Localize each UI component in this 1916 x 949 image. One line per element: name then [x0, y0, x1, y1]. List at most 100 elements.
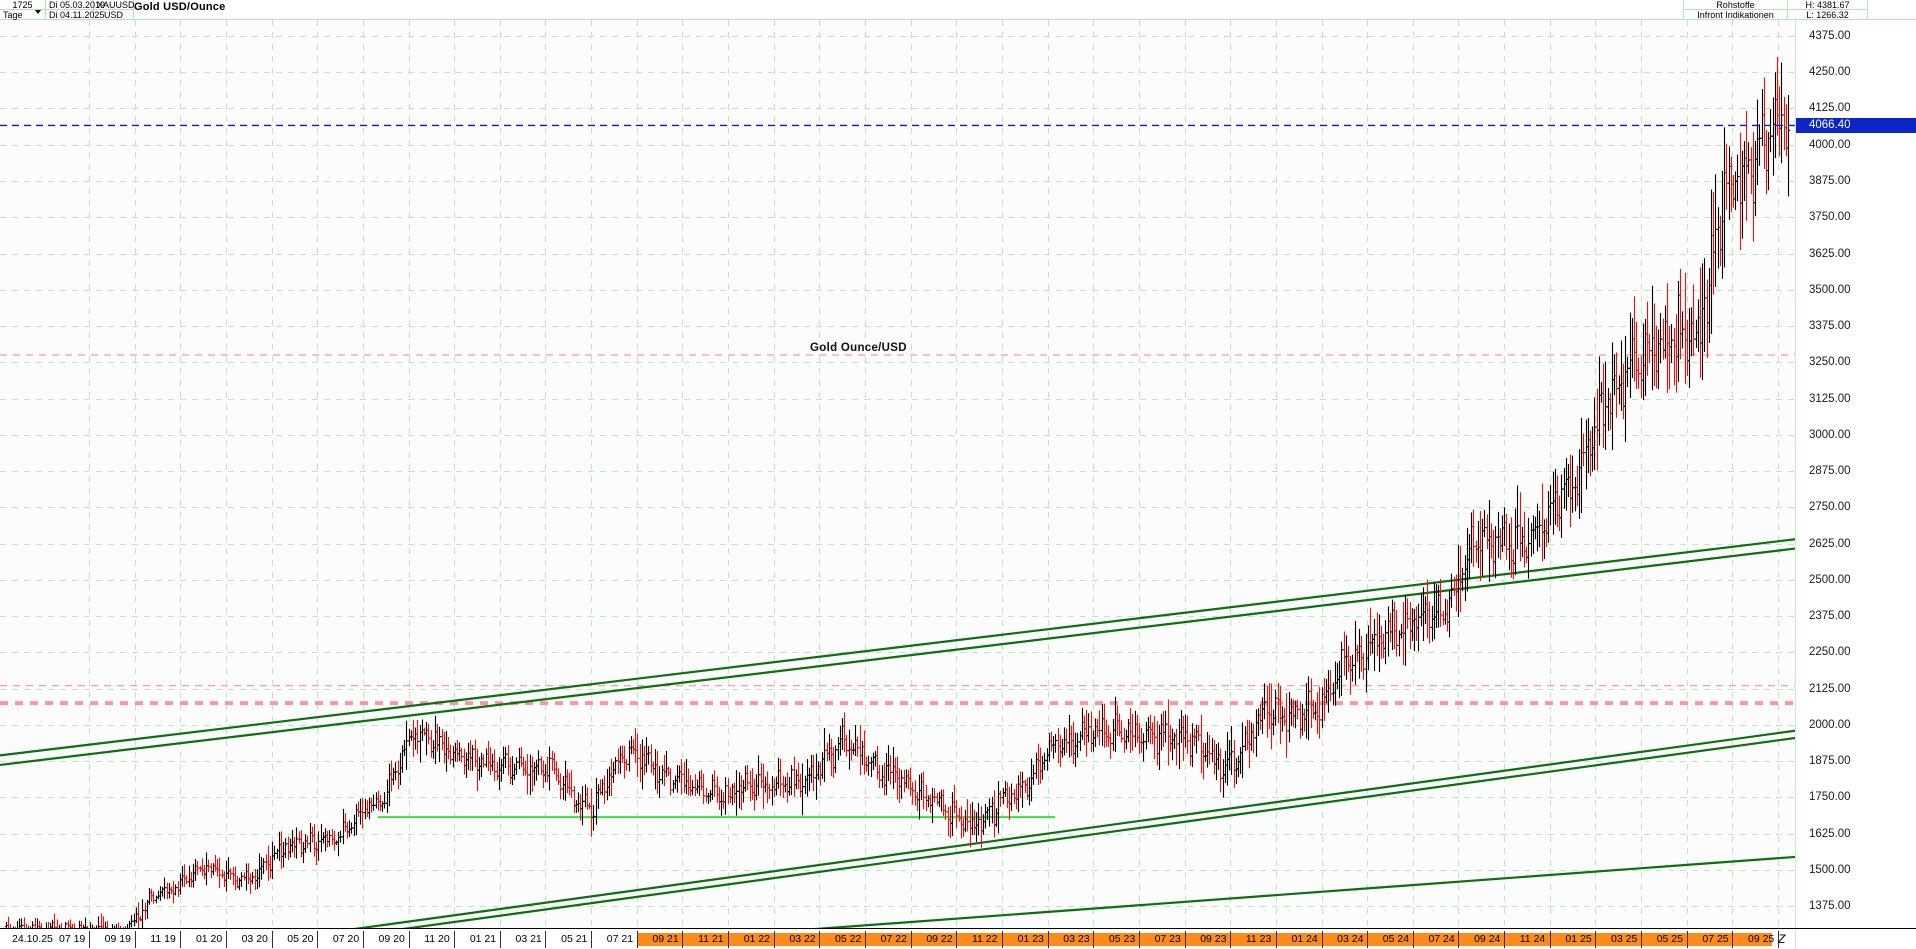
time-tick-mark [1550, 931, 1551, 948]
ohlc-bar [1700, 263, 1705, 380]
ohlc-bar [514, 757, 519, 775]
ohlc-bar [158, 886, 163, 901]
ohlc-bar [277, 831, 282, 862]
ohlc-bar [1240, 722, 1245, 779]
header-daterange-cell[interactable]: Di 05.03.2019 Di 04.11.2025 [46, 0, 105, 20]
ohlc-bar [396, 760, 401, 790]
time-axis-z-label: Z [1778, 932, 1786, 946]
ohlc-bar [124, 925, 127, 928]
ohlc-bar [239, 872, 244, 887]
time-tick-mark [135, 931, 136, 948]
ohlc-bar [473, 739, 478, 767]
ohlc-bar [1577, 449, 1582, 519]
time-range-highlight-band[interactable] [636, 933, 1772, 946]
price-axis[interactable]: 4375.00 4250.00 4125.00 4000.00 3875.00 3750.… [1795, 20, 1916, 928]
price-tick-label: 2500.00 [1809, 573, 1851, 586]
ohlc-bar [704, 787, 709, 803]
ohlc-bar [1392, 601, 1397, 650]
ohlc-bar [910, 782, 915, 805]
price-tick-label: 3000.00 [1809, 428, 1851, 441]
ohlc-bar [1210, 738, 1215, 763]
ohlc-bar [1537, 510, 1542, 548]
ohlc-bar [1757, 124, 1762, 166]
ohlc-bar [138, 916, 143, 922]
ohlc-bar [1326, 670, 1331, 713]
ohlc-bar [1361, 652, 1366, 680]
price-tick-label: 2875.00 [1809, 465, 1851, 478]
ohlc-bar [928, 794, 933, 814]
ohlc-bar [1243, 726, 1248, 751]
last-price-badge[interactable]: 4066.40 [1796, 118, 1916, 134]
ohlc-bar [781, 775, 786, 798]
ohlc-bar [233, 866, 238, 891]
ohlc-bar [635, 733, 640, 777]
ohlc-bar [699, 769, 704, 791]
ohlc-bar [1542, 519, 1547, 559]
ohlc-bar [1355, 644, 1360, 662]
ohlc-bar [455, 739, 460, 763]
ohlc-bar [1755, 99, 1760, 186]
ohlc-bar [825, 742, 830, 762]
ohlc-bar [952, 784, 957, 814]
interval-row[interactable]: Tage [0, 10, 45, 24]
ohlc-bar [688, 775, 693, 797]
ohlc-bar [935, 792, 940, 806]
time-tick-label: 11 20 [424, 933, 450, 945]
chevron-down-icon-bars[interactable] [31, 3, 41, 21]
ohlc-bar [1082, 715, 1087, 746]
ohlc-bar [1674, 314, 1679, 393]
ohlc-bar [1058, 735, 1063, 768]
time-tick-label: 07 21 [606, 933, 634, 945]
ohlc-bar [536, 750, 541, 776]
time-tick-label: 11 22 [971, 933, 998, 945]
ohlc-bar [105, 921, 109, 928]
ohlc-bar [963, 809, 968, 833]
ohlc-bar [253, 868, 258, 891]
price-tick-label: 3875.00 [1809, 175, 1851, 187]
ohlc-bar [237, 877, 242, 891]
ohlc-bar [283, 838, 288, 858]
ohlc-bar [294, 827, 299, 859]
ohlc-bar [1049, 731, 1054, 752]
ohlc-bar [1067, 714, 1072, 758]
ohlc-bar [459, 747, 464, 763]
time-axis[interactable]: 07 19 09 19 11 19 01 20 03 20 05 20 07 20 09 20… [0, 928, 1916, 949]
ohlc-bar [563, 760, 568, 801]
ohlc-bar [653, 749, 658, 790]
time-tick-mark [728, 931, 729, 948]
ohlc-bar [965, 799, 970, 832]
chart-plot-area[interactable]: Gold Ounce/USD [0, 20, 1795, 928]
ohlc-bar [776, 757, 781, 789]
ohlc-bar [27, 925, 30, 928]
ohlc-bar [1368, 607, 1373, 656]
ohlc-bar [937, 791, 942, 808]
ohlc-bar [418, 724, 423, 763]
ohlc-bar [1086, 713, 1091, 743]
bars-count-row[interactable]: 1725 [0, 0, 45, 14]
time-tick-mark [1641, 931, 1642, 948]
ohlc-bar [143, 902, 148, 921]
ohlc-bar [1038, 747, 1043, 784]
ohlc-bar [869, 756, 874, 778]
ohlc-bar [433, 715, 438, 764]
ohlc-bar [1702, 258, 1707, 353]
ohlc-bar [1786, 95, 1791, 197]
ohlc-bar [1720, 170, 1725, 279]
ohlc-bar [1372, 619, 1377, 672]
ohlc-bar [25, 924, 28, 928]
ohlc-bar [228, 868, 233, 880]
header-symbol-cell[interactable]: XAUUSD USD [94, 0, 135, 20]
ohlc-bar [1665, 283, 1670, 393]
price-tick-label: 2000.00 [1809, 718, 1851, 731]
price-tick-label: 2250.00 [1809, 646, 1851, 659]
ohlc-bar [809, 754, 814, 783]
ohlc-bar [605, 769, 610, 801]
ohlc-bar [1344, 635, 1349, 680]
ohlc-bar [1764, 130, 1769, 195]
ohlc-bar [231, 866, 236, 885]
ohlc-bar [1689, 307, 1694, 357]
ohlc-bar [1203, 742, 1208, 762]
ohlc-bar [1320, 687, 1325, 728]
ohlc-bar [1262, 683, 1267, 720]
header-interval-cell[interactable]: 1725 Tage [0, 0, 46, 24]
